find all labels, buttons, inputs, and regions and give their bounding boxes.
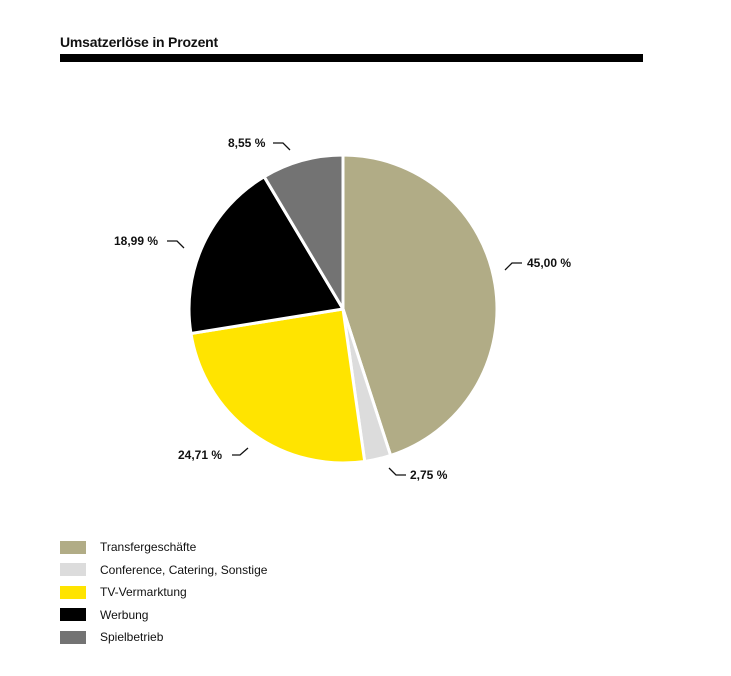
chart-title: Umsatzerlöse in Prozent <box>60 34 218 50</box>
leader-lines <box>167 142 522 476</box>
legend-swatch <box>60 563 86 577</box>
legend-item: Conference, Catering, Sonstige <box>60 559 267 582</box>
legend-item: Transfergeschäfte <box>60 536 267 559</box>
data-label-0: 45,00 % <box>527 256 572 270</box>
legend-item: TV-Vermarktung <box>60 581 267 604</box>
leader-line-2 <box>232 447 249 456</box>
data-label-4: 8,55 % <box>228 136 266 150</box>
data-label-3: 18,99 % <box>114 234 159 248</box>
legend-swatch <box>60 585 86 599</box>
legend-label: TV-Vermarktung <box>100 585 187 600</box>
leader-line-1 <box>388 467 406 476</box>
legend-label: Transfergeschäfte <box>100 540 197 555</box>
legend-swatch <box>60 540 86 554</box>
data-label-1: 2,75 % <box>410 468 448 482</box>
legend-item: Werbung <box>60 604 267 627</box>
pie-slice-2 <box>189 307 367 465</box>
legend-label: Conference, Catering, Sonstige <box>100 562 268 577</box>
legend-swatch <box>60 630 86 644</box>
legend: Transfergeschäfte Conference, Catering, … <box>60 536 267 649</box>
leader-line-0 <box>504 262 522 271</box>
legend-item: Spielbetrieb <box>60 626 267 649</box>
pie-slice-0 <box>341 153 499 457</box>
legend-label: Spielbetrieb <box>100 630 164 645</box>
legend-swatch <box>60 608 86 622</box>
data-label-2: 24,71 % <box>178 448 223 462</box>
legend-label: Werbung <box>100 607 149 622</box>
leader-line-4 <box>273 142 291 151</box>
title-rule <box>60 54 643 62</box>
pie-slice-4 <box>262 153 345 311</box>
pie-slice-3 <box>187 175 345 335</box>
leader-line-3 <box>167 240 185 249</box>
